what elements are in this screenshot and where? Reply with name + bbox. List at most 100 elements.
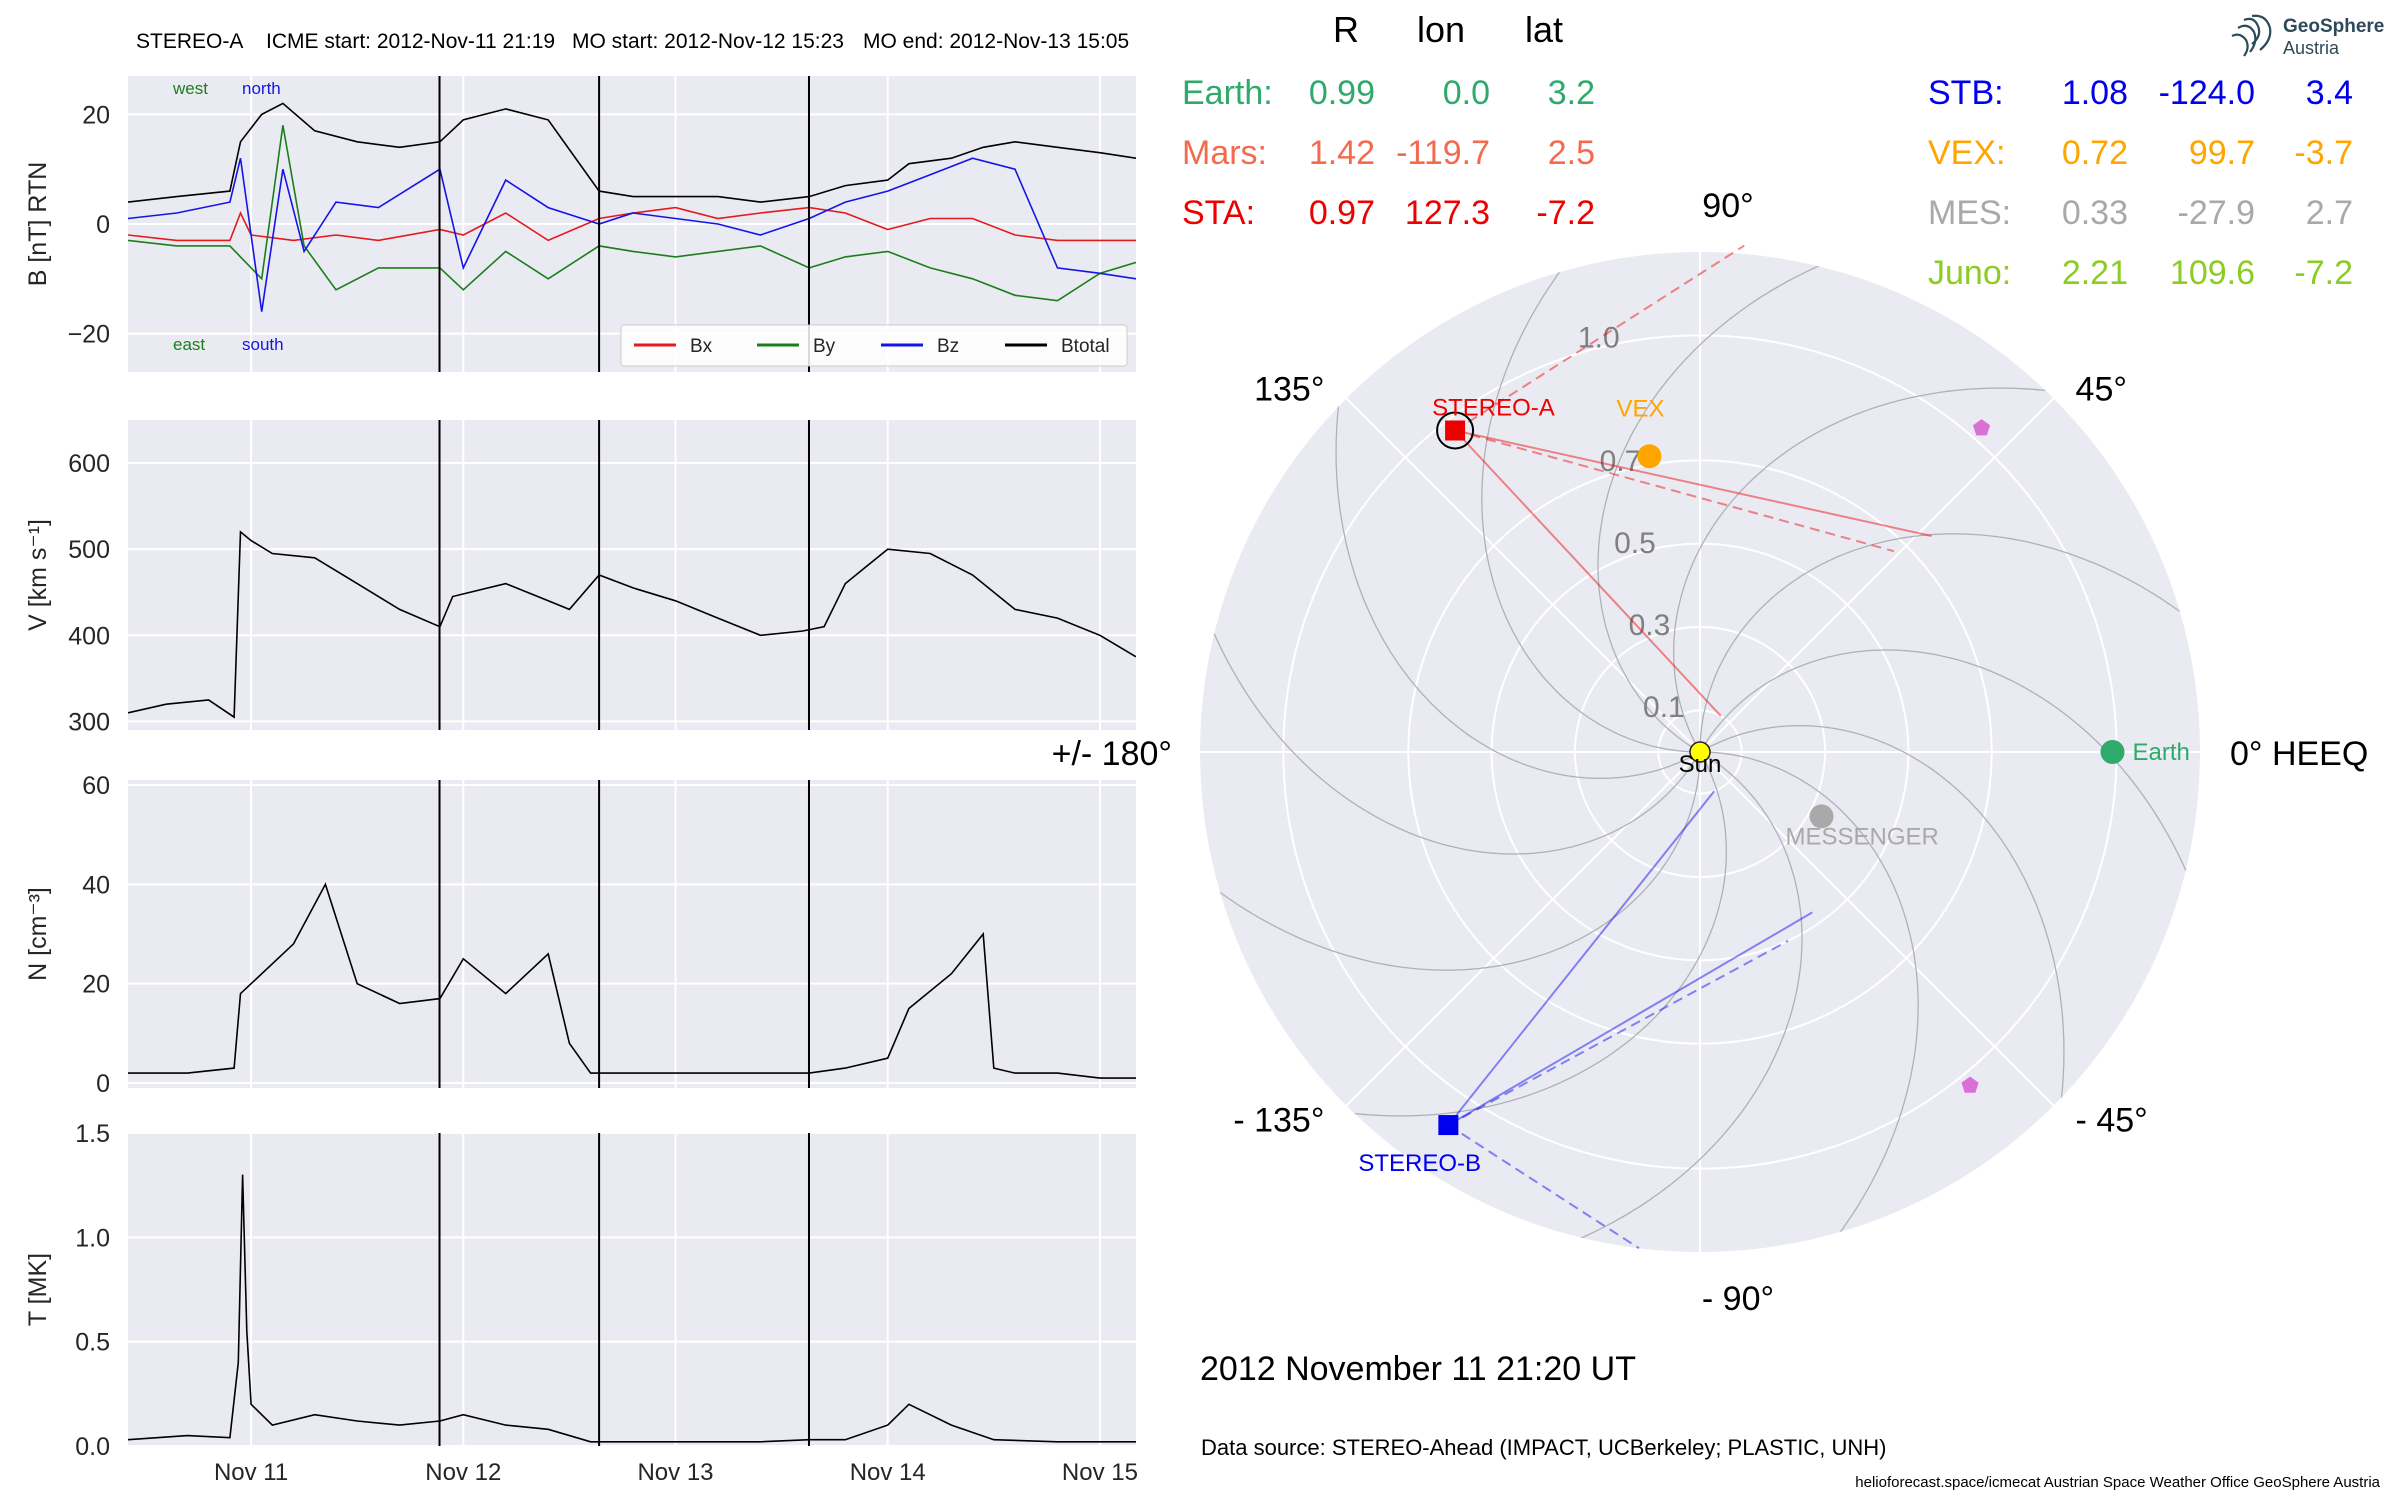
x-tick-label: Nov 13 [637, 1459, 713, 1486]
label-east: east [173, 335, 205, 354]
parker-spiral [1481, 252, 1700, 753]
table-r-vex: 0.72 [2062, 134, 2128, 172]
fov-dashed-line-stb [1447, 1124, 1640, 1250]
plot-label-earth: Earth [2133, 739, 2190, 766]
table-r-earth: 0.99 [1309, 74, 1375, 112]
fov-dashed-line-stb [1447, 939, 1789, 1126]
table-label-juno: Juno: [1928, 254, 2011, 292]
legend-box [620, 324, 1128, 367]
angle-label: 135° [1254, 370, 1324, 408]
fov-dashed-line-sta [1454, 429, 1895, 553]
data-source: Data source: STEREO-Ahead (IMPACT, UCBer… [1201, 1435, 1886, 1460]
parker-spiral [1700, 751, 1919, 1252]
y-tick-label: 600 [68, 450, 110, 478]
polar-position-plot: 0.1 0.3 0.5 0.7 1.0 Sun Earth STEREO-A STEREO-B V… [1052, 187, 2369, 1318]
radial-tick-label: 0.1 [1643, 691, 1685, 724]
table-lon-mes: -27.9 [2178, 194, 2256, 232]
y-tick-label: 300 [68, 708, 110, 736]
sun-label: Sun [1679, 751, 1722, 778]
parker-spiral [1200, 752, 1701, 971]
fov-line-stb [1447, 911, 1813, 1126]
table-lat-mars: 2.5 [1548, 134, 1595, 172]
y-axis-label: B [nT] RTN [24, 162, 52, 287]
marker-mes [1809, 804, 1834, 829]
parker-spiral [1699, 533, 2200, 752]
plot-area [128, 1133, 1136, 1446]
series-line-btotal [128, 102, 1136, 203]
series-line-t [128, 1174, 1136, 1443]
y-tick-label: 60 [82, 772, 110, 800]
angular-grid-line [1699, 751, 2055, 1107]
table-lon-sta: 127.3 [1405, 194, 1490, 232]
y-tick-label: −20 [68, 321, 110, 349]
plot-area [128, 780, 1136, 1088]
y-tick-label: 1.5 [75, 1120, 110, 1148]
table-label-mes: MES: [1928, 194, 2011, 232]
y-tick-label: 0.0 [75, 1433, 110, 1461]
sun-icon [1689, 741, 1711, 763]
angle-label: 90° [1702, 187, 1753, 225]
series-line-n [128, 882, 1136, 1079]
marker-stb [1438, 1115, 1459, 1136]
parker-spiral [1673, 387, 2073, 753]
panel-magnetic-field: 20 0 −20 B [nT] RTN west north east south [24, 76, 1136, 372]
y-tick-label: 20 [82, 971, 110, 999]
plot-area [128, 420, 1136, 730]
marker-vex [1637, 444, 1662, 469]
plot-label-stb: STEREO-B [1358, 1150, 1481, 1177]
angle-label: - 90° [1702, 1280, 1774, 1318]
parker-spiral [1556, 751, 1803, 1249]
table-lon-stb: -124.0 [2159, 74, 2255, 112]
angle-label: 0° HEEQ [2230, 735, 2368, 773]
header-mo-end: MO end: 2012-Nov-13 15:05 [863, 30, 1129, 53]
table-lat-earth: 3.2 [1548, 74, 1595, 112]
panel-temperature: 1.5 1.0 0.5 0.0 T [MK] [24, 1120, 1136, 1461]
y-tick-label: 1.0 [75, 1224, 110, 1252]
logo-mark-icon [2231, 14, 2272, 57]
marker-sta [1445, 420, 1466, 441]
angular-grid-line [1345, 751, 1701, 1107]
table-label-stb: STB: [1928, 74, 2004, 112]
parker-spiral [1327, 751, 1727, 1117]
x-tick-label: Nov 11 [214, 1459, 288, 1486]
label-west: west [172, 79, 208, 98]
plot-label-mes: MESSENGER [1786, 823, 1939, 850]
table-lon-earth: 0.0 [1443, 74, 1490, 112]
table-header-r: R [1333, 9, 1359, 50]
angle-label: +/- 180° [1052, 735, 1172, 773]
time-axis-ticks: Nov 11 Nov 12 Nov 13 Nov 14 Nov 15 [214, 1459, 1138, 1486]
y-tick-label: 20 [82, 101, 110, 129]
table-label-vex: VEX: [1928, 134, 2005, 172]
fov-line-stb [1447, 790, 1716, 1126]
panel-density: 60 40 20 0 N [cm⁻³] [24, 772, 1136, 1098]
y-tick-label: 40 [82, 871, 110, 899]
legend-label-bx: Bx [690, 336, 713, 357]
y-tick-label: 0.5 [75, 1329, 110, 1357]
position-table: R lon lat Earth: 0.99 0.0 3.2 Mars: 1.42 -119.… [1182, 9, 2353, 292]
angular-grid-line [1345, 397, 1701, 753]
table-lat-sta: -7.2 [1536, 194, 1595, 232]
geosphere-logo: GeoSphere Austria [2231, 14, 2384, 58]
fov-dashed-line-sta [1454, 244, 1745, 432]
table-label-mars: Mars: [1182, 134, 1267, 172]
y-tick-label: 500 [68, 536, 110, 564]
table-lat-stb: 3.4 [2306, 74, 2353, 112]
table-header-lon: lon [1417, 9, 1465, 50]
y-axis-label: N [cm⁻³] [24, 887, 52, 981]
y-axis-label: T [MK] [24, 1253, 52, 1326]
logo-text-line1: GeoSphere [2283, 16, 2384, 37]
radial-tick-label: 0.7 [1600, 445, 1642, 478]
label-south: south [242, 335, 284, 354]
fov-line-sta [1454, 429, 1722, 717]
table-r-sta: 0.97 [1309, 194, 1375, 232]
series-line-bx [128, 206, 1136, 242]
legend-b-panel: Bx By Bz Btotal [620, 324, 1128, 367]
plot-label-sta: STEREO-A [1432, 394, 1555, 421]
parker-spiral [1203, 608, 1701, 855]
label-north: north [242, 79, 281, 98]
table-label-sta: STA: [1182, 194, 1255, 232]
logo-text-line2: Austria [2283, 38, 2340, 58]
date-label: 2012 November 11 21:20 UT [1200, 1350, 1636, 1388]
table-label-earth: Earth: [1182, 74, 1273, 112]
header-icme-start: ICME start: 2012-Nov-11 21:19 [266, 30, 555, 53]
